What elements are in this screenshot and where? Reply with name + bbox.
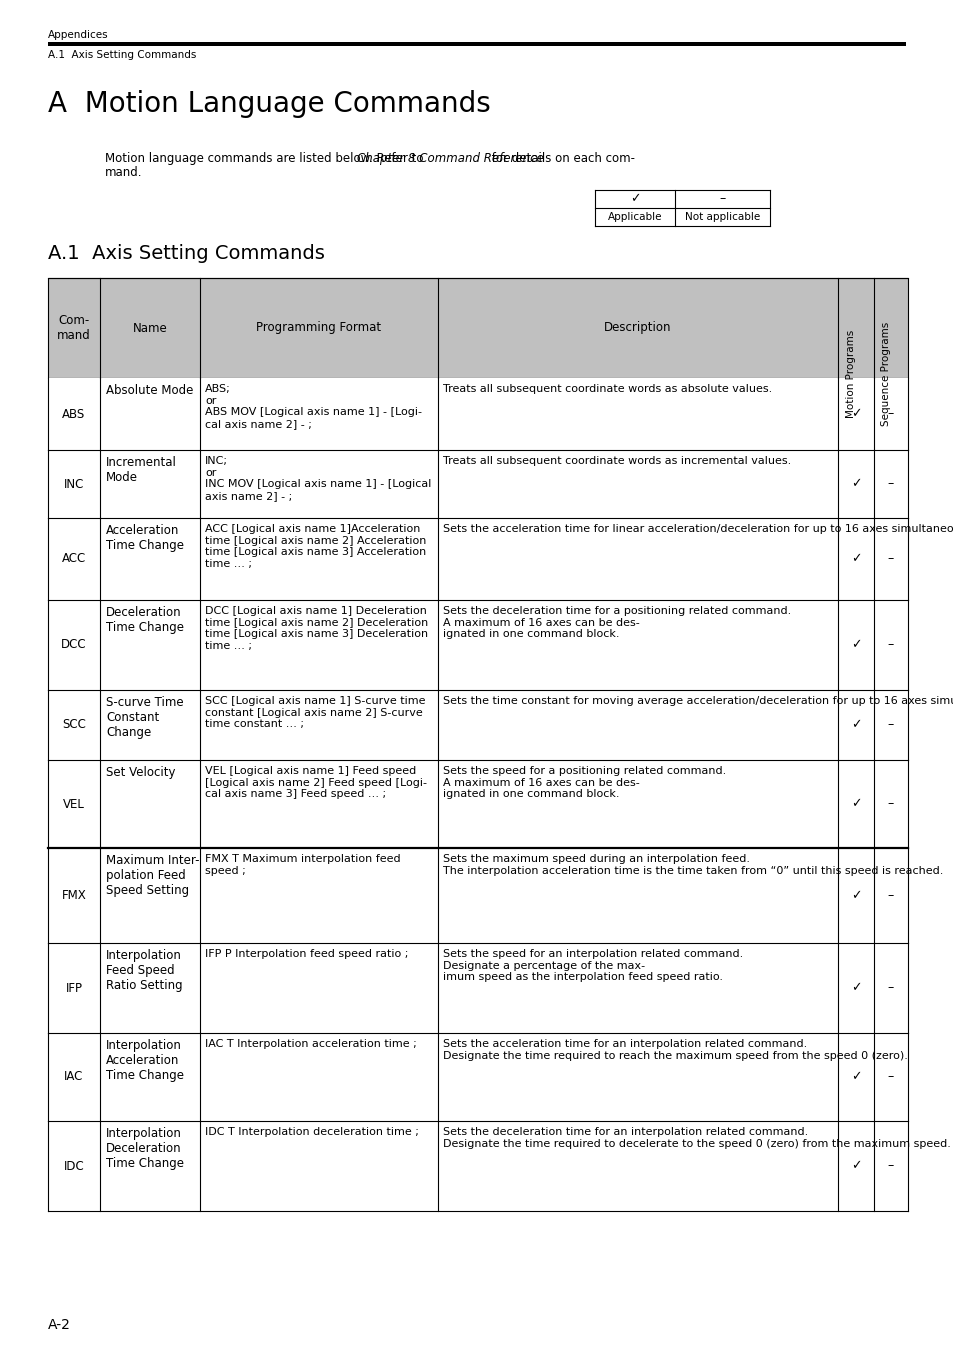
Text: Sequence Programs: Sequence Programs: [880, 321, 890, 427]
Text: Sets the speed for an interpolation related command.
Designate a percentage of t: Sets the speed for an interpolation rela…: [442, 949, 742, 983]
Text: Description: Description: [603, 321, 671, 335]
Text: FMX: FMX: [62, 890, 87, 902]
Text: –: –: [887, 1071, 893, 1084]
Text: ABS;
or
ABS MOV [Logical axis name 1] - [Logi-
cal axis name 2] - ;: ABS; or ABS MOV [Logical axis name 1] - …: [205, 383, 421, 429]
Bar: [48, 760, 907, 848]
Text: A-2: A-2: [48, 1318, 71, 1332]
Text: Interpolation
Acceleration
Time Change: Interpolation Acceleration Time Change: [106, 1040, 184, 1081]
Text: for details on each com-: for details on each com-: [488, 153, 635, 165]
Text: Motion language commands are listed below. Refer to: Motion language commands are listed belo…: [105, 153, 427, 165]
Text: IFP: IFP: [66, 981, 82, 995]
Text: VEL [Logical axis name 1] Feed speed
[Logical axis name 2] Feed speed [Logi-
cal: VEL [Logical axis name 1] Feed speed [Lo…: [205, 765, 427, 799]
Text: FMX T Maximum interpolation feed
speed ;: FMX T Maximum interpolation feed speed ;: [205, 855, 400, 876]
Text: ABS: ABS: [62, 408, 86, 420]
Text: Maximum Inter-
polation Feed
Speed Setting: Maximum Inter- polation Feed Speed Setti…: [106, 855, 199, 896]
Text: VEL: VEL: [63, 798, 85, 810]
Text: Motion Programs: Motion Programs: [845, 329, 855, 418]
Text: ✓: ✓: [850, 552, 861, 566]
Text: INC: INC: [64, 478, 84, 490]
Bar: [48, 42, 905, 46]
Text: DCC [Logical axis name 1] Deceleration
time [Logical axis name 2] Deceleration
t: DCC [Logical axis name 1] Deceleration t…: [205, 606, 428, 651]
Text: ✓: ✓: [850, 639, 861, 652]
Text: –: –: [887, 639, 893, 652]
Text: Sets the acceleration time for an interpolation related command.
Designate the t: Sets the acceleration time for an interp…: [442, 1040, 907, 1061]
Text: INC;
or
INC MOV [Logical axis name 1] - [Logical
axis name 2] - ;: INC; or INC MOV [Logical axis name 1] - …: [205, 456, 431, 501]
Text: Name: Name: [132, 321, 167, 335]
Text: Sets the deceleration time for a positioning related command.
A maximum of 16 ax: Sets the deceleration time for a positio…: [442, 606, 790, 639]
Bar: [48, 599, 907, 690]
Bar: [48, 944, 907, 1033]
Text: ✓: ✓: [850, 478, 861, 490]
Text: A.1  Axis Setting Commands: A.1 Axis Setting Commands: [48, 244, 325, 263]
Text: Sets the deceleration time for an interpolation related command.
Designate the t: Sets the deceleration time for an interp…: [442, 1127, 950, 1149]
Text: ACC: ACC: [62, 552, 86, 566]
Text: IAC: IAC: [64, 1071, 84, 1084]
Text: S-curve Time
Constant
Change: S-curve Time Constant Change: [106, 697, 183, 738]
Text: IDC T Interpolation deceleration time ;: IDC T Interpolation deceleration time ;: [205, 1127, 418, 1137]
Text: Appendices: Appendices: [48, 30, 109, 40]
Text: ✓: ✓: [629, 193, 639, 205]
Bar: [48, 1033, 907, 1120]
Text: –: –: [887, 408, 893, 420]
Text: ✓: ✓: [850, 1160, 861, 1173]
Text: Sets the speed for a positioning related command.
A maximum of 16 axes can be de: Sets the speed for a positioning related…: [442, 765, 725, 799]
Text: Sets the acceleration time for linear acceleration/deceleration for up to 16 axe: Sets the acceleration time for linear ac…: [442, 524, 953, 535]
Text: Incremental
Mode: Incremental Mode: [106, 456, 176, 485]
Text: Deceleration
Time Change: Deceleration Time Change: [106, 606, 184, 634]
Text: ✓: ✓: [850, 408, 861, 420]
Bar: [48, 690, 907, 760]
Bar: [48, 450, 907, 518]
Text: ✓: ✓: [850, 1071, 861, 1084]
Text: Acceleration
Time Change: Acceleration Time Change: [106, 524, 184, 552]
Text: Programming Format: Programming Format: [256, 321, 381, 335]
Text: –: –: [887, 1160, 893, 1173]
Text: –: –: [887, 478, 893, 490]
Text: –: –: [887, 552, 893, 566]
Text: A.1  Axis Setting Commands: A.1 Axis Setting Commands: [48, 50, 196, 59]
Text: –: –: [719, 193, 725, 205]
Text: –: –: [887, 798, 893, 810]
Text: Sets the time constant for moving average acceleration/deceleration for up to 16: Sets the time constant for moving averag…: [442, 697, 953, 706]
Text: Interpolation
Deceleration
Time Change: Interpolation Deceleration Time Change: [106, 1127, 184, 1170]
Text: DCC: DCC: [61, 639, 87, 652]
Text: Applicable: Applicable: [607, 212, 661, 221]
Bar: [48, 518, 907, 599]
Text: mand.: mand.: [105, 166, 142, 180]
Text: Com-
mand: Com- mand: [57, 315, 91, 342]
Text: ✓: ✓: [850, 798, 861, 810]
Text: IDC: IDC: [64, 1160, 84, 1173]
Bar: [48, 278, 907, 378]
Text: Interpolation
Feed Speed
Ratio Setting: Interpolation Feed Speed Ratio Setting: [106, 949, 182, 992]
Bar: [48, 848, 907, 944]
Text: Set Velocity: Set Velocity: [106, 765, 175, 779]
Text: Absolute Mode: Absolute Mode: [106, 383, 193, 397]
Text: A  Motion Language Commands: A Motion Language Commands: [48, 90, 490, 117]
Text: Chapter 8 Command Reference: Chapter 8 Command Reference: [356, 153, 543, 165]
Text: –: –: [887, 890, 893, 902]
Text: SCC [Logical axis name 1] S-curve time
constant [Logical axis name 2] S-curve
ti: SCC [Logical axis name 1] S-curve time c…: [205, 697, 425, 729]
Text: IAC T Interpolation acceleration time ;: IAC T Interpolation acceleration time ;: [205, 1040, 416, 1049]
Text: Treats all subsequent coordinate words as incremental values.: Treats all subsequent coordinate words a…: [442, 456, 790, 466]
Text: Sets the maximum speed during an interpolation feed.
The interpolation accelerat: Sets the maximum speed during an interpo…: [442, 855, 943, 876]
Text: Treats all subsequent coordinate words as absolute values.: Treats all subsequent coordinate words a…: [442, 383, 771, 394]
Text: SCC: SCC: [62, 718, 86, 732]
Text: ✓: ✓: [850, 890, 861, 902]
Text: –: –: [887, 981, 893, 995]
Text: Not applicable: Not applicable: [684, 212, 760, 221]
Text: ACC [Logical axis name 1]Acceleration
time [Logical axis name 2] Acceleration
ti: ACC [Logical axis name 1]Acceleration ti…: [205, 524, 426, 568]
Text: ✓: ✓: [850, 981, 861, 995]
Bar: [48, 378, 907, 450]
Text: IFP P Interpolation feed speed ratio ;: IFP P Interpolation feed speed ratio ;: [205, 949, 408, 958]
Bar: [48, 1120, 907, 1211]
Text: ✓: ✓: [850, 718, 861, 732]
Text: –: –: [887, 718, 893, 732]
